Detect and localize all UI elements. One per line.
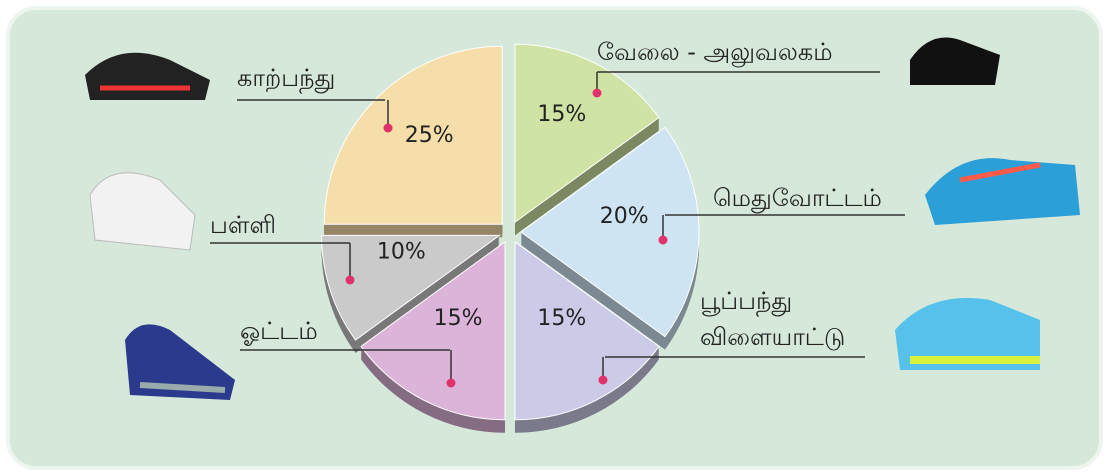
shoe-image <box>910 37 1000 85</box>
shoe-image <box>895 298 1040 370</box>
slice <box>514 43 660 224</box>
value-label: 20% <box>600 204 649 229</box>
category-label: ஓட்டம் <box>240 317 318 345</box>
value-label: 15% <box>537 102 586 127</box>
category-label: பள்ளி <box>210 211 277 239</box>
leader-dot <box>658 235 668 245</box>
shoe-image <box>925 158 1080 225</box>
shoe-image <box>85 52 210 100</box>
value-label: 15% <box>537 306 586 331</box>
value-label: 25% <box>405 123 454 148</box>
leader-dot <box>446 378 456 388</box>
category-label: காற்பந்து <box>237 64 336 92</box>
slice <box>323 45 503 225</box>
category-label: வேலை - அலுவலகம் <box>597 38 833 66</box>
leader-dot <box>345 275 355 285</box>
slice <box>321 234 502 341</box>
slice <box>360 240 506 421</box>
value-label: 10% <box>377 239 426 264</box>
shoe-image <box>125 324 235 400</box>
slice <box>520 126 700 338</box>
leader-dot <box>592 88 602 98</box>
leader-dot <box>383 123 393 133</box>
value-label: 15% <box>434 306 483 331</box>
category-label: பூப்பந்து விளையாட்டு <box>700 287 846 351</box>
shoe-image <box>89 172 196 251</box>
category-label: மெதுவோட்டம் <box>713 184 882 212</box>
leader-dot <box>598 375 608 385</box>
